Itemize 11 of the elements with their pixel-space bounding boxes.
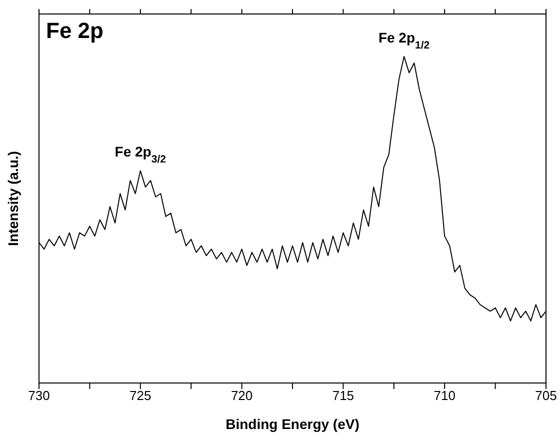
x-tick-label: 725 bbox=[130, 388, 152, 404]
x-tick-label: 705 bbox=[535, 388, 557, 404]
y-axis-title: Intensity (a.u.) bbox=[4, 151, 21, 246]
x-tick-label: 730 bbox=[28, 388, 50, 404]
annotation: Fe 2p$_{3/2}$ bbox=[114, 144, 166, 166]
x-tick-label: 720 bbox=[230, 388, 253, 404]
x-tick-label: 710 bbox=[434, 388, 456, 404]
x-tick-label: 715 bbox=[332, 388, 354, 404]
annotation: Fe 2p$_{1/2}$ bbox=[378, 29, 430, 52]
x-axis-title: Binding Energy (eV) bbox=[226, 416, 360, 432]
chart-title: Fe 2p bbox=[46, 18, 104, 44]
